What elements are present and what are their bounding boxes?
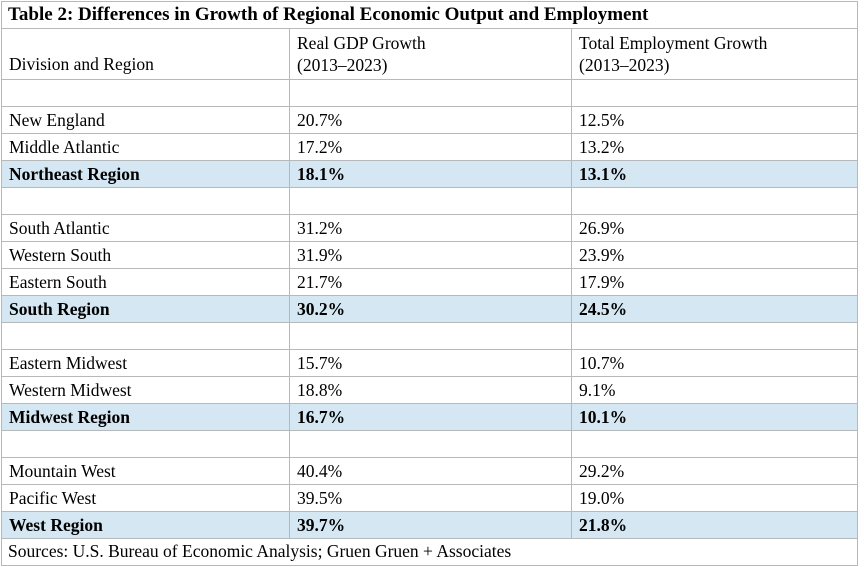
- gdp-value-cell: 15.7%: [290, 350, 572, 376]
- gdp-value-cell: [290, 323, 572, 349]
- division-cell: Western Midwest: [2, 377, 290, 403]
- division-cell: Midwest Region: [2, 404, 290, 430]
- employment-value-cell: 19.0%: [579, 488, 625, 508]
- gdp-value-cell: 39.7%: [290, 512, 572, 538]
- employment-value-cell: 13.2%: [579, 137, 625, 157]
- gdp-value-cell: 18.8%: [290, 377, 572, 403]
- header-real-gdp-growth: Real GDP Growth (2013–2023): [290, 29, 572, 79]
- table-row: South Region 30.2% 24.5%: [2, 296, 857, 323]
- table-row: West Region 39.7% 21.8%: [2, 512, 857, 539]
- gdp-value-cell: 30.2%: [290, 296, 572, 322]
- division-cell: South Region: [2, 296, 290, 322]
- employment-value-cell: [572, 80, 857, 106]
- division-cell: [2, 188, 290, 214]
- table-row: New England 20.7% 12.5%: [2, 107, 857, 134]
- table-row: Pacific West 39.5% 19.0%: [2, 485, 857, 512]
- employment-value-cell: 12.5%: [579, 110, 625, 130]
- spacer-row: [2, 323, 857, 350]
- gdp-value-cell: 39.5%: [290, 485, 572, 511]
- division-cell: Middle Atlantic: [2, 134, 290, 160]
- division-cell: New England: [2, 107, 290, 133]
- gdp-value-cell: 16.7%: [290, 404, 572, 430]
- division-cell: Mountain West: [2, 458, 290, 484]
- division-cell: Pacific West: [2, 485, 290, 511]
- employment-value-cell: 26.9%: [579, 218, 625, 238]
- table-body: New England 20.7% 12.5% Middle Atlantic …: [2, 80, 857, 539]
- gdp-value-cell: 31.2%: [290, 215, 572, 241]
- table-row: Western South 31.9% 23.9%: [2, 242, 857, 269]
- spacer-row: [2, 431, 857, 458]
- division-cell: Northeast Region: [2, 161, 290, 187]
- header-total-employment-growth-line1: Total Employment Growth: [579, 33, 768, 53]
- division-cell: Western South: [2, 242, 290, 268]
- division-cell: South Atlantic: [2, 215, 290, 241]
- division-cell: [2, 80, 290, 106]
- table-row: Eastern South 21.7% 17.9%: [2, 269, 857, 296]
- table-row: Northeast Region 18.1% 13.1%: [2, 161, 857, 188]
- gdp-value-cell: [290, 431, 572, 457]
- header-real-gdp-growth-line1: Real GDP Growth: [297, 33, 426, 53]
- division-cell: Eastern South: [2, 269, 290, 295]
- employment-value-cell: 23.9%: [579, 245, 625, 265]
- gdp-value-cell: [290, 80, 572, 106]
- spacer-row: [2, 80, 857, 107]
- employment-value-cell: [572, 323, 857, 349]
- gdp-value-cell: 21.7%: [290, 269, 572, 295]
- employment-value-cell: [572, 431, 857, 457]
- division-cell: West Region: [2, 512, 290, 538]
- table-row: Western Midwest 18.8% 9.1%: [2, 377, 857, 404]
- employment-value-cell: 13.1%: [579, 164, 628, 184]
- table-row: Eastern Midwest 15.7% 10.7%: [2, 350, 857, 377]
- gdp-value-cell: 18.1%: [290, 161, 572, 187]
- employment-value-cell: 10.7%: [579, 353, 625, 373]
- header-real-gdp-growth-line2: (2013–2023): [297, 55, 388, 75]
- table-row: Mountain West 40.4% 29.2%: [2, 458, 857, 485]
- employment-value-cell: [572, 188, 857, 214]
- header-total-employment-growth-line2: (2013–2023): [579, 55, 670, 75]
- employment-value-cell: 21.8%: [579, 515, 628, 535]
- gdp-value-cell: 17.2%: [290, 134, 572, 160]
- table-row: South Atlantic 31.2% 26.9%: [2, 215, 857, 242]
- employment-value-cell: 24.5%: [579, 299, 628, 319]
- employment-value-cell: 17.9%: [579, 272, 625, 292]
- gdp-value-cell: 40.4%: [290, 458, 572, 484]
- gdp-value-cell: [290, 188, 572, 214]
- gdp-value-cell: 31.9%: [290, 242, 572, 268]
- spacer-row: [2, 188, 857, 215]
- division-cell: [2, 323, 290, 349]
- table-row: Middle Atlantic 17.2% 13.2%: [2, 134, 857, 161]
- table-row: Midwest Region 16.7% 10.1%: [2, 404, 857, 431]
- employment-value-cell: 10.1%: [579, 407, 628, 427]
- employment-value-cell: 9.1%: [579, 380, 616, 400]
- employment-value-cell: 29.2%: [579, 461, 625, 481]
- header-total-employment-growth: Total Employment Growth (2013–2023): [572, 29, 857, 79]
- table-header-row: Division and Region Real GDP Growth (201…: [2, 29, 857, 80]
- table-title: Table 2: Differences in Growth of Region…: [2, 2, 857, 29]
- division-cell: [2, 431, 290, 457]
- header-division-and-region: Division and Region: [2, 29, 290, 79]
- division-cell: Eastern Midwest: [2, 350, 290, 376]
- gdp-value-cell: 20.7%: [290, 107, 572, 133]
- table-source-note: Sources: U.S. Bureau of Economic Analysi…: [8, 541, 512, 561]
